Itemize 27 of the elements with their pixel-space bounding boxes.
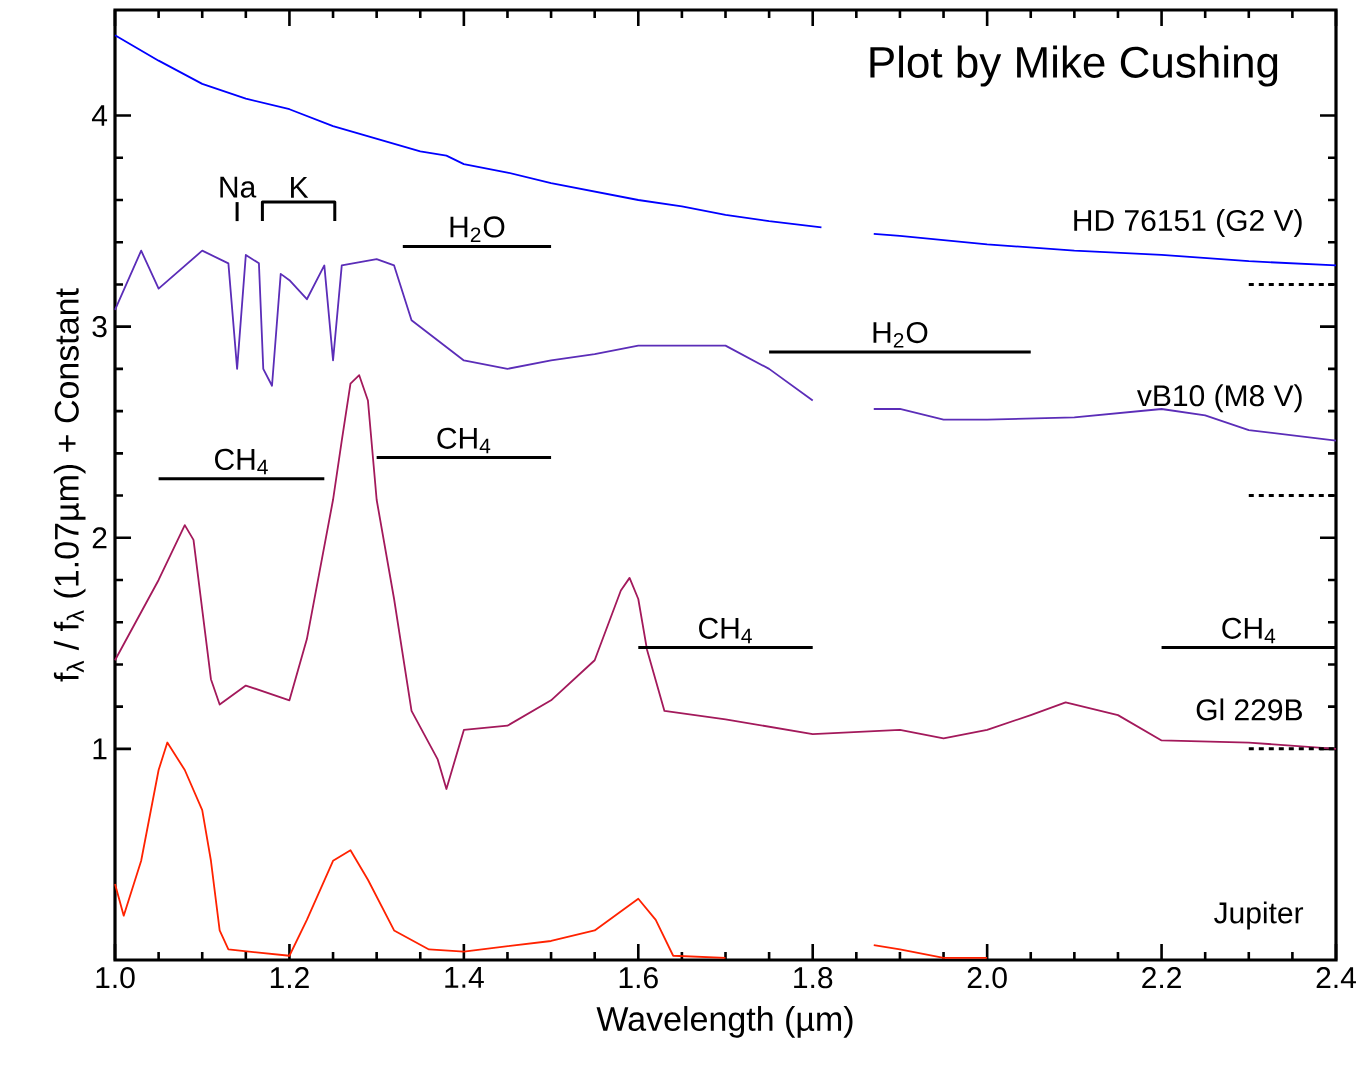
x-tick-label: 1.8 bbox=[794, 967, 833, 989]
series-label: K bbox=[291, 177, 309, 198]
annotation: HD 76151 (G2 V) bbox=[1074, 209, 1302, 238]
annotation: Jupiter bbox=[1214, 901, 1304, 930]
series-label: CH$_{4}$ bbox=[699, 617, 752, 644]
y-tick-label: 4 bbox=[91, 105, 108, 126]
x-tick-label: 2.4 bbox=[1316, 967, 1356, 988]
x-tick-label: 1.2 bbox=[270, 967, 309, 988]
annotation: Plot by Mike Cushing bbox=[870, 45, 1278, 87]
x-tick-label: 1.4 bbox=[445, 967, 484, 988]
x-tick-label: 1.6 bbox=[619, 967, 658, 989]
series-label: H$_{2}$O bbox=[450, 216, 505, 243]
series-label: Na bbox=[220, 176, 257, 198]
y-axis-title: f$_{λ}$ / f$_{λ}$ (1.07µm) + Constant bbox=[53, 288, 86, 682]
series-label: CH$_{4}$ bbox=[437, 427, 491, 454]
x-tick-label: 1.0 bbox=[96, 967, 135, 989]
y-tick-label: 2 bbox=[92, 527, 107, 549]
legend-label: CH$_{4}$ bbox=[1222, 617, 1276, 644]
series-label: H$_{2}$O bbox=[873, 321, 928, 348]
annotation: vB10 (M8 V) bbox=[1136, 384, 1302, 413]
series-label: CH$_{4}$ bbox=[215, 448, 268, 475]
y-tick-label: 3 bbox=[92, 316, 107, 338]
y-tick-label: 1 bbox=[93, 738, 107, 760]
annotation: Gl 229B bbox=[1196, 698, 1302, 721]
x-tick-label: 2.2 bbox=[1142, 967, 1181, 988]
x-tick-label: 2.0 bbox=[967, 967, 1007, 989]
x-axis-title: Wavelength (µm) bbox=[596, 1006, 853, 1038]
